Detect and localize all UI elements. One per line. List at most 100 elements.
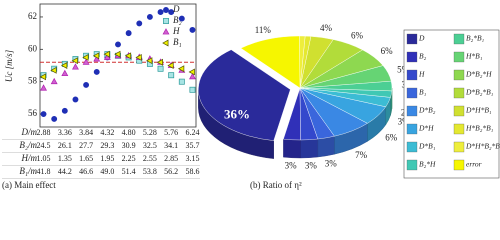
x-tick-label: 58.6 (185, 167, 199, 176)
legend-label: B₂ (419, 52, 427, 61)
legend-label: D*H*B₁ (465, 106, 492, 115)
data-point (60, 62, 68, 69)
data-point (92, 52, 100, 60)
x-tick-label: 49.0 (100, 167, 114, 176)
data-point (178, 15, 185, 22)
legend-swatch (406, 87, 418, 99)
x-tick-label: 5.28 (143, 128, 157, 137)
legend-label: B₁ (419, 88, 427, 97)
data-point (135, 53, 142, 61)
x-tick-label: 44.2 (58, 167, 72, 176)
caption-a: (a) Main effect (2, 180, 56, 190)
pie-value-label: 6% (351, 30, 364, 40)
data-point (136, 20, 143, 27)
caption-b: (b) Ratio of η² (250, 180, 302, 190)
legend-label: D*B₁ (418, 142, 436, 151)
pie-side (300, 138, 319, 159)
x-tick-label: 4.80 (122, 128, 136, 137)
data-point (83, 81, 90, 88)
legend-swatch (406, 69, 418, 81)
legend-marker (162, 28, 170, 35)
legend-label: D (172, 4, 180, 14)
legend-swatch (406, 123, 418, 135)
x-tick-label: 34.1 (164, 141, 178, 150)
pie-value-label: 7% (355, 150, 368, 160)
legend-swatch (453, 33, 465, 45)
pie-value-label: 3% (305, 161, 318, 171)
legend-label: B₂*H (419, 160, 436, 169)
data-point (114, 50, 121, 58)
pie-slice (240, 35, 301, 89)
x-tick-label: 32.5 (143, 141, 157, 150)
legend-label: error (466, 160, 482, 169)
data-point (168, 9, 175, 16)
x-row-label: H/m (21, 153, 38, 163)
data-point (188, 68, 195, 76)
x-tick-label: 2.88 (37, 128, 51, 137)
pie-value-label: 36% (224, 106, 250, 121)
x-tick-label: 5.76 (164, 128, 178, 137)
legend-swatch (406, 33, 418, 45)
x-tick-label: 46.6 (79, 167, 93, 176)
data-point (40, 111, 47, 118)
y-tick-label: 58 (28, 76, 38, 86)
x-tick-label: 51.4 (122, 167, 136, 176)
data-point (50, 66, 57, 74)
x-tick-label: 27.7 (79, 141, 93, 150)
pie-side (317, 135, 335, 158)
legend-label: B₁ (173, 37, 182, 47)
pie-value-label: 11% (255, 25, 272, 35)
data-point (50, 77, 58, 85)
x-tick-label: 56.2 (164, 167, 178, 176)
legend-swatch (406, 159, 418, 171)
legend-swatch (453, 123, 465, 135)
x-tick-label: 3.84 (79, 128, 93, 137)
y-tick-label: 56 (28, 108, 38, 118)
legend-label: D*B₂*B₁ (465, 88, 494, 97)
x-tick-label: 30.9 (122, 141, 136, 150)
x-row-label: B₁/m (19, 166, 37, 176)
legend-label: B₂*B₁ (466, 34, 485, 43)
legend-label: D*B₂*H (465, 70, 492, 79)
legend-swatch (406, 141, 418, 153)
pie-slice (198, 49, 291, 141)
data-point (125, 30, 132, 37)
data-point (82, 58, 90, 65)
data-point (61, 69, 69, 77)
legend-swatch (453, 141, 465, 153)
data-point (61, 107, 68, 114)
data-point (82, 53, 89, 61)
x-tick-label: 3.36 (58, 128, 72, 137)
legend-label: H (172, 26, 180, 36)
pie-value-label: 3% (285, 161, 298, 171)
plot-frame (39, 3, 197, 128)
legend-swatch (453, 51, 465, 63)
data-point (39, 73, 46, 81)
x-tick-label: 6.24 (185, 128, 199, 137)
pie-value-label: 6% (381, 46, 394, 56)
data-point (146, 13, 153, 20)
legend-label: D*B₂ (418, 106, 436, 115)
legend-swatch (406, 105, 418, 117)
x-row-label: B₂/m (19, 140, 37, 150)
data-point (177, 65, 185, 73)
x-tick-label: 1.05 (37, 154, 51, 163)
legend-label: H*B₁ (465, 52, 483, 61)
x-tick-label: 1.65 (79, 154, 93, 163)
data-point (146, 57, 153, 65)
x-tick-label: 1.95 (100, 154, 114, 163)
data-point (40, 84, 47, 91)
legend-swatch (453, 87, 465, 99)
data-point (167, 62, 174, 69)
y-tick-label: 62 (28, 11, 37, 21)
data-point (71, 57, 78, 65)
pie-value-label: 4% (320, 23, 333, 33)
data-point (178, 78, 185, 85)
data-point (168, 72, 175, 79)
legend-label: D*H*B₂*B₁ (465, 142, 500, 151)
data-point (157, 65, 164, 72)
x-row-label: D/m (21, 127, 38, 137)
legend-label: B₂ (173, 15, 182, 25)
data-point (103, 50, 110, 58)
pie-side (283, 138, 301, 159)
